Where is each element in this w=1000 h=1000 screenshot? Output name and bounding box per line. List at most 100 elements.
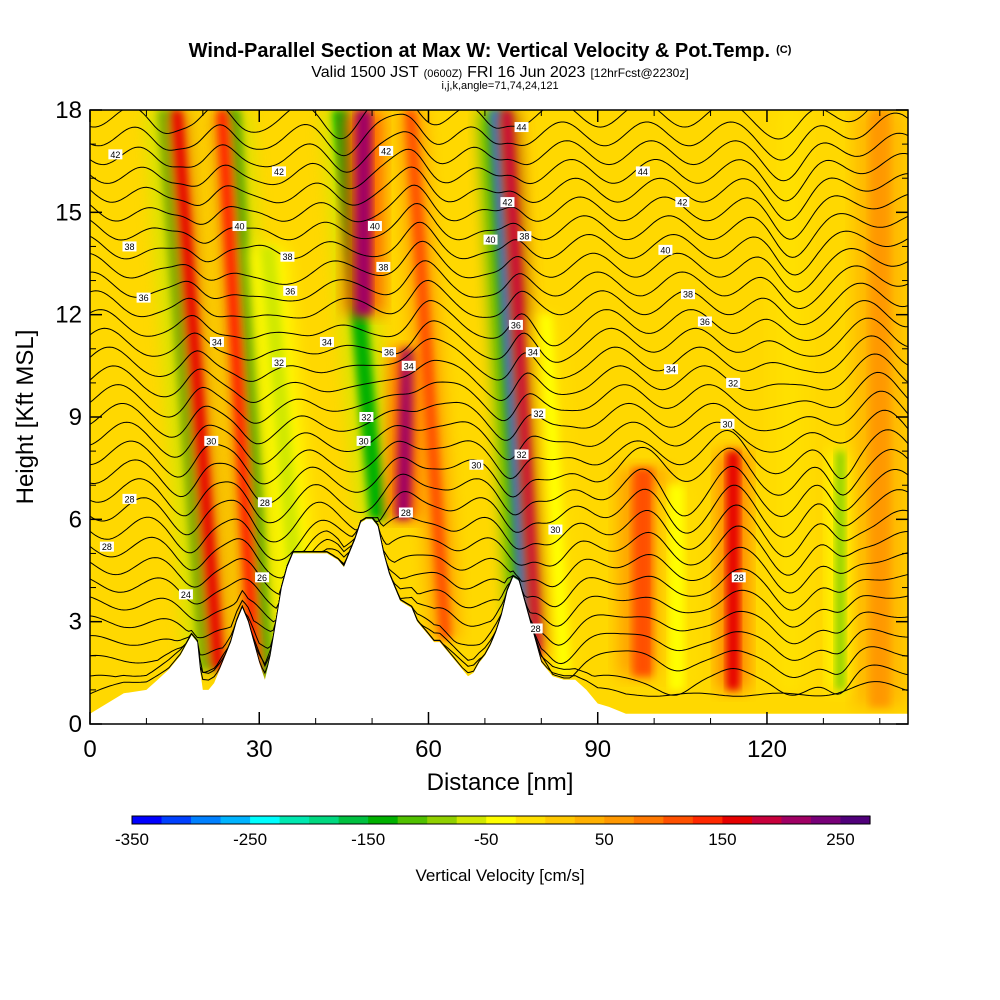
contour-label-bg <box>658 244 673 255</box>
colorbar-swatch <box>604 816 635 824</box>
colorbar-swatch <box>692 816 723 824</box>
colorbar-swatch <box>810 816 842 824</box>
contour-labels: 24 26 28 28 28 28 28 28 30 30 30 30 30 32 32 32 32 32 34 34… <box>99 122 746 634</box>
x-axis-label: Distance [nm] <box>427 769 574 796</box>
contour-label: 40 <box>370 221 380 231</box>
colorbar-tick-label: 150 <box>708 830 736 849</box>
y-tick-label: 6 <box>69 506 82 533</box>
contour-label-bg <box>359 412 374 422</box>
contour-label: 42 <box>274 167 284 177</box>
contour-label-bg <box>398 507 413 518</box>
contour-label-bg <box>108 149 123 160</box>
y-tick-label: 0 <box>69 711 82 738</box>
theta-contour-line <box>90 517 908 646</box>
x-tick-label: 0 <box>83 736 96 763</box>
contour-label: 42 <box>381 146 391 156</box>
contour-label-bg <box>726 377 741 388</box>
colorbar-swatch <box>309 816 340 824</box>
colorbar-swatch <box>781 816 812 824</box>
colorbar-swatch <box>397 816 428 824</box>
colorbar-tick-label: -350 <box>115 830 149 849</box>
contour-label-bg <box>257 497 272 508</box>
plot-area: 24 26 28 28 28 28 28 28 30 30 30 30 30 32 32 32 32 32 34 34… <box>90 110 908 724</box>
contour-label-bg <box>99 541 114 552</box>
colorbar-label: Vertical Velocity [cm/s] <box>415 866 584 885</box>
contour-label: 44 <box>638 167 648 177</box>
contour-label-bg <box>232 220 247 231</box>
velocity-cell <box>726 451 740 690</box>
contour-label-bg <box>356 435 371 446</box>
x-tick-label: 120 <box>747 736 787 763</box>
contour-label: 38 <box>124 242 134 252</box>
x-tick-label: 30 <box>246 736 273 763</box>
colorbar-tick-label: 50 <box>595 830 614 849</box>
chart-title: Wind-Parallel Section at Max W: Vertical… <box>189 40 792 62</box>
contour-label-bg <box>469 459 484 470</box>
contour-label-bg <box>280 251 295 262</box>
contour-label-bg <box>548 524 563 535</box>
contour-label: 36 <box>700 317 710 327</box>
y-tick-label: 15 <box>55 199 82 226</box>
contour-label-bg <box>178 589 193 600</box>
contour-label: 36 <box>511 320 521 330</box>
colorbar-swatch <box>220 816 251 824</box>
theta-contour-line <box>90 335 908 382</box>
contour-label: 28 <box>102 542 112 552</box>
contour-label-bg <box>531 408 546 419</box>
y-axis-label: Height [Kft MSL] <box>12 330 39 505</box>
section-info: i,j,k,angle=71,74,24,121 <box>441 80 558 92</box>
velocity-cell <box>669 485 685 690</box>
contour-label-bg <box>209 336 224 347</box>
contour-label: 38 <box>378 262 388 272</box>
contour-label: 30 <box>722 419 732 429</box>
theta-contour-line <box>90 371 908 424</box>
contour-label-bg <box>255 572 270 583</box>
contour-label-bg <box>664 364 679 375</box>
contour-label-bg <box>367 220 382 231</box>
contour-label-bg <box>483 234 498 245</box>
velocity-cell <box>404 110 451 639</box>
contour-label-bg <box>204 435 219 446</box>
contour-label: 34 <box>404 361 414 371</box>
contour-label-bg <box>401 360 416 371</box>
theta-contour-line <box>90 390 908 445</box>
x-tick-label: 90 <box>584 736 611 763</box>
contour-label: 24 <box>181 590 191 600</box>
contour-label-bg <box>508 319 523 330</box>
theta-contour-line <box>90 279 908 326</box>
colorbar-swatch <box>751 816 783 824</box>
theta-contour-line <box>90 112 908 161</box>
colorbar-swatch <box>840 816 871 824</box>
contour-label: 36 <box>384 348 394 358</box>
contour-label: 38 <box>683 290 693 300</box>
contour-label: 28 <box>734 573 744 583</box>
contour-label: 40 <box>660 245 670 255</box>
colorbar-swatch <box>279 816 310 824</box>
contour-label: 32 <box>361 413 371 423</box>
colorbar-swatch <box>161 816 192 824</box>
contour-label: 30 <box>206 436 216 446</box>
contour-label: 32 <box>533 409 543 419</box>
contour-label-bg <box>271 166 286 177</box>
contour-label-bg <box>376 261 391 272</box>
chart-subtitle: Valid 1500 JST (0600Z) FRI 16 Jun 2023 [12h… <box>311 64 688 81</box>
contour-label: 36 <box>285 286 295 296</box>
theta-contour-line <box>90 429 908 485</box>
colorbar-swatch <box>574 816 605 824</box>
colorbar-swatch <box>545 816 576 824</box>
colorbar-swatch <box>368 816 399 824</box>
contour-label: 42 <box>502 198 512 208</box>
colorbar-swatch <box>722 816 753 824</box>
theta-contours <box>90 110 908 697</box>
theta-contour-line <box>90 504 908 561</box>
colorbar-swatch <box>663 816 694 824</box>
colorbar: -350 -250 -150 -50 50 150 250 <box>115 815 871 849</box>
colorbar-tick-label: 250 <box>826 830 854 849</box>
contour-label: 32 <box>274 358 284 368</box>
contour-label: 34 <box>212 337 222 347</box>
contour-label: 34 <box>666 365 676 375</box>
colorbar-swatch <box>515 816 546 824</box>
contour-label: 42 <box>677 198 687 208</box>
